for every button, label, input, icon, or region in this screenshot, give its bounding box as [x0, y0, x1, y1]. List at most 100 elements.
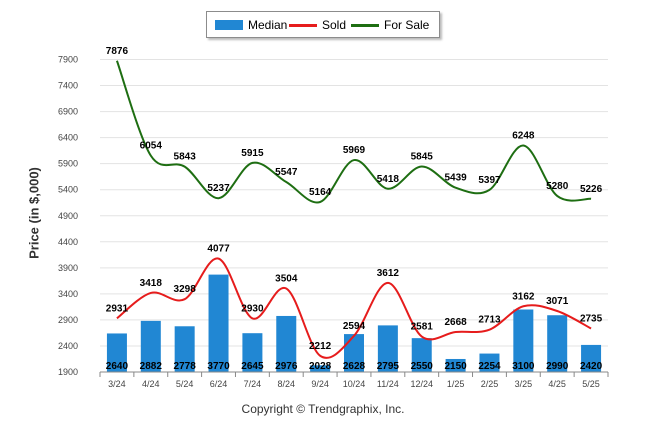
y-tick-label: 3900: [58, 263, 78, 273]
legend[interactable]: Median Sold For Sale: [206, 11, 440, 38]
data-label-for-sale: 6248: [512, 131, 535, 142]
y-axis-title: Price (in $,000): [26, 167, 42, 259]
legend-label-forsale: For Sale: [384, 18, 430, 32]
data-label-for-sale: 5843: [174, 152, 197, 163]
data-label-median: 2150: [444, 361, 467, 372]
data-label-sold: 3071: [546, 296, 569, 307]
data-label-median: 2990: [546, 361, 569, 372]
data-label-sold: 3418: [140, 278, 163, 289]
data-label-sold: 2930: [241, 303, 264, 314]
data-label-median: 2976: [275, 361, 298, 372]
data-label-median: 2795: [377, 361, 400, 372]
data-label-sold: 2581: [411, 322, 434, 333]
legend-item-median[interactable]: Median: [215, 18, 287, 32]
data-label-sold: 2735: [580, 314, 603, 325]
line-sold[interactable]: [116, 257, 592, 359]
data-label-sold: 2594: [343, 321, 366, 332]
data-label-for-sale: 5164: [309, 187, 332, 198]
data-label-median: 2778: [174, 361, 197, 372]
legend-item-forsale[interactable]: For Sale: [351, 18, 429, 32]
y-tick-label: 5400: [58, 185, 78, 195]
y-tick-label: 7900: [58, 55, 78, 65]
x-tick-label: 4/25: [548, 379, 566, 389]
axes: 1900 2400 2900 3400 3900 4400 4900 5400 5900 6400…: [58, 55, 609, 389]
data-label-sold: 3298: [174, 284, 197, 295]
y-tick-label: 7400: [58, 81, 78, 91]
bar-median-8/24[interactable]: [276, 315, 297, 372]
data-label-median: 2550: [411, 361, 434, 372]
bar-median-11/24[interactable]: [377, 325, 398, 372]
data-labels: 2640 2882 2778 3770 2645 2976 2028 2628 2795 2550…: [106, 46, 603, 372]
y-tick-label: 2900: [58, 315, 78, 325]
data-label-for-sale: 6054: [140, 141, 163, 152]
data-label-for-sale: 5280: [546, 181, 569, 192]
bar-median-6/24[interactable]: [208, 274, 229, 372]
bar-median-12/24[interactable]: [411, 338, 432, 372]
x-tick-label: 3/25: [515, 379, 533, 389]
bar-median-5/24[interactable]: [174, 326, 195, 372]
legend-label-median: Median: [248, 18, 288, 32]
bar-median-5/25[interactable]: [581, 344, 602, 372]
data-label-for-sale: 5226: [580, 184, 603, 195]
data-label-for-sale: 7876: [106, 46, 129, 57]
bar-median-3/24[interactable]: [106, 333, 127, 372]
data-label-sold: 3162: [512, 291, 535, 302]
data-label-for-sale: 5969: [343, 145, 366, 156]
x-tick-label: 3/24: [108, 379, 126, 389]
data-label-median: 3100: [512, 361, 535, 372]
data-label-median: 2028: [309, 361, 332, 372]
y-tick-label: 3400: [58, 289, 78, 299]
x-tick-label: 10/24: [343, 379, 366, 389]
x-tick-label: 2/25: [481, 379, 499, 389]
legend-swatch-median: [215, 20, 243, 30]
data-label-median: 2420: [580, 361, 603, 372]
bar-median-2/25[interactable]: [479, 353, 500, 372]
y-tick-label: 6900: [58, 107, 78, 117]
data-label-for-sale: 5237: [207, 183, 230, 194]
bar-median-3/25[interactable]: [513, 309, 534, 373]
y-tick-label: 4400: [58, 237, 78, 247]
x-tick-label: 5/24: [176, 379, 194, 389]
legend-label-sold: Sold: [322, 18, 347, 32]
data-label-for-sale: 5845: [411, 152, 434, 163]
data-label-sold: 2212: [309, 341, 332, 352]
y-tick-label: 5900: [58, 159, 78, 169]
bar-median-1/25[interactable]: [445, 358, 466, 372]
data-label-median: 2640: [106, 361, 129, 372]
trend-lines: [115, 60, 592, 359]
data-label-for-sale: 5547: [275, 167, 298, 178]
data-label-for-sale: 5397: [478, 175, 501, 186]
bar-median-4/24[interactable]: [140, 320, 161, 372]
data-label-sold: 2668: [444, 317, 467, 328]
data-label-median: 2882: [140, 361, 163, 372]
x-tick-label: 9/24: [311, 379, 329, 389]
y-tick-label: 6400: [58, 133, 78, 143]
x-tick-label: 4/24: [142, 379, 160, 389]
x-tick-label: 8/24: [278, 379, 296, 389]
line-for-sale[interactable]: [115, 60, 592, 204]
legend-swatch-forsale: [351, 23, 379, 27]
data-label-sold: 2931: [106, 303, 129, 314]
data-label-sold: 3504: [275, 273, 298, 284]
copyright-text: Copyright © Trendgraphix, Inc.: [241, 402, 405, 416]
data-label-median: 2628: [343, 361, 366, 372]
data-label-sold: 3612: [377, 268, 400, 279]
bar-median-9/24[interactable]: [310, 365, 331, 372]
grid-lines: [100, 59, 608, 373]
bar-median-7/24[interactable]: [242, 333, 263, 372]
median-bars: [106, 274, 602, 373]
y-tick-label: 4900: [58, 211, 78, 221]
x-tick-label: 7/24: [244, 379, 262, 389]
y-tick-label: 2400: [58, 341, 78, 351]
bar-median-10/24[interactable]: [344, 334, 364, 372]
x-tick-label: 11/24: [377, 379, 399, 389]
data-label-median: 2645: [241, 361, 264, 372]
bar-median-4/25[interactable]: [547, 315, 568, 372]
data-label-median: 3770: [207, 361, 230, 372]
data-label-for-sale: 5418: [377, 174, 400, 185]
legend-item-sold[interactable]: Sold: [289, 18, 346, 32]
legend-swatch-sold: [289, 23, 317, 27]
data-label-sold: 4077: [207, 244, 230, 255]
data-label-median: 2254: [478, 361, 501, 372]
